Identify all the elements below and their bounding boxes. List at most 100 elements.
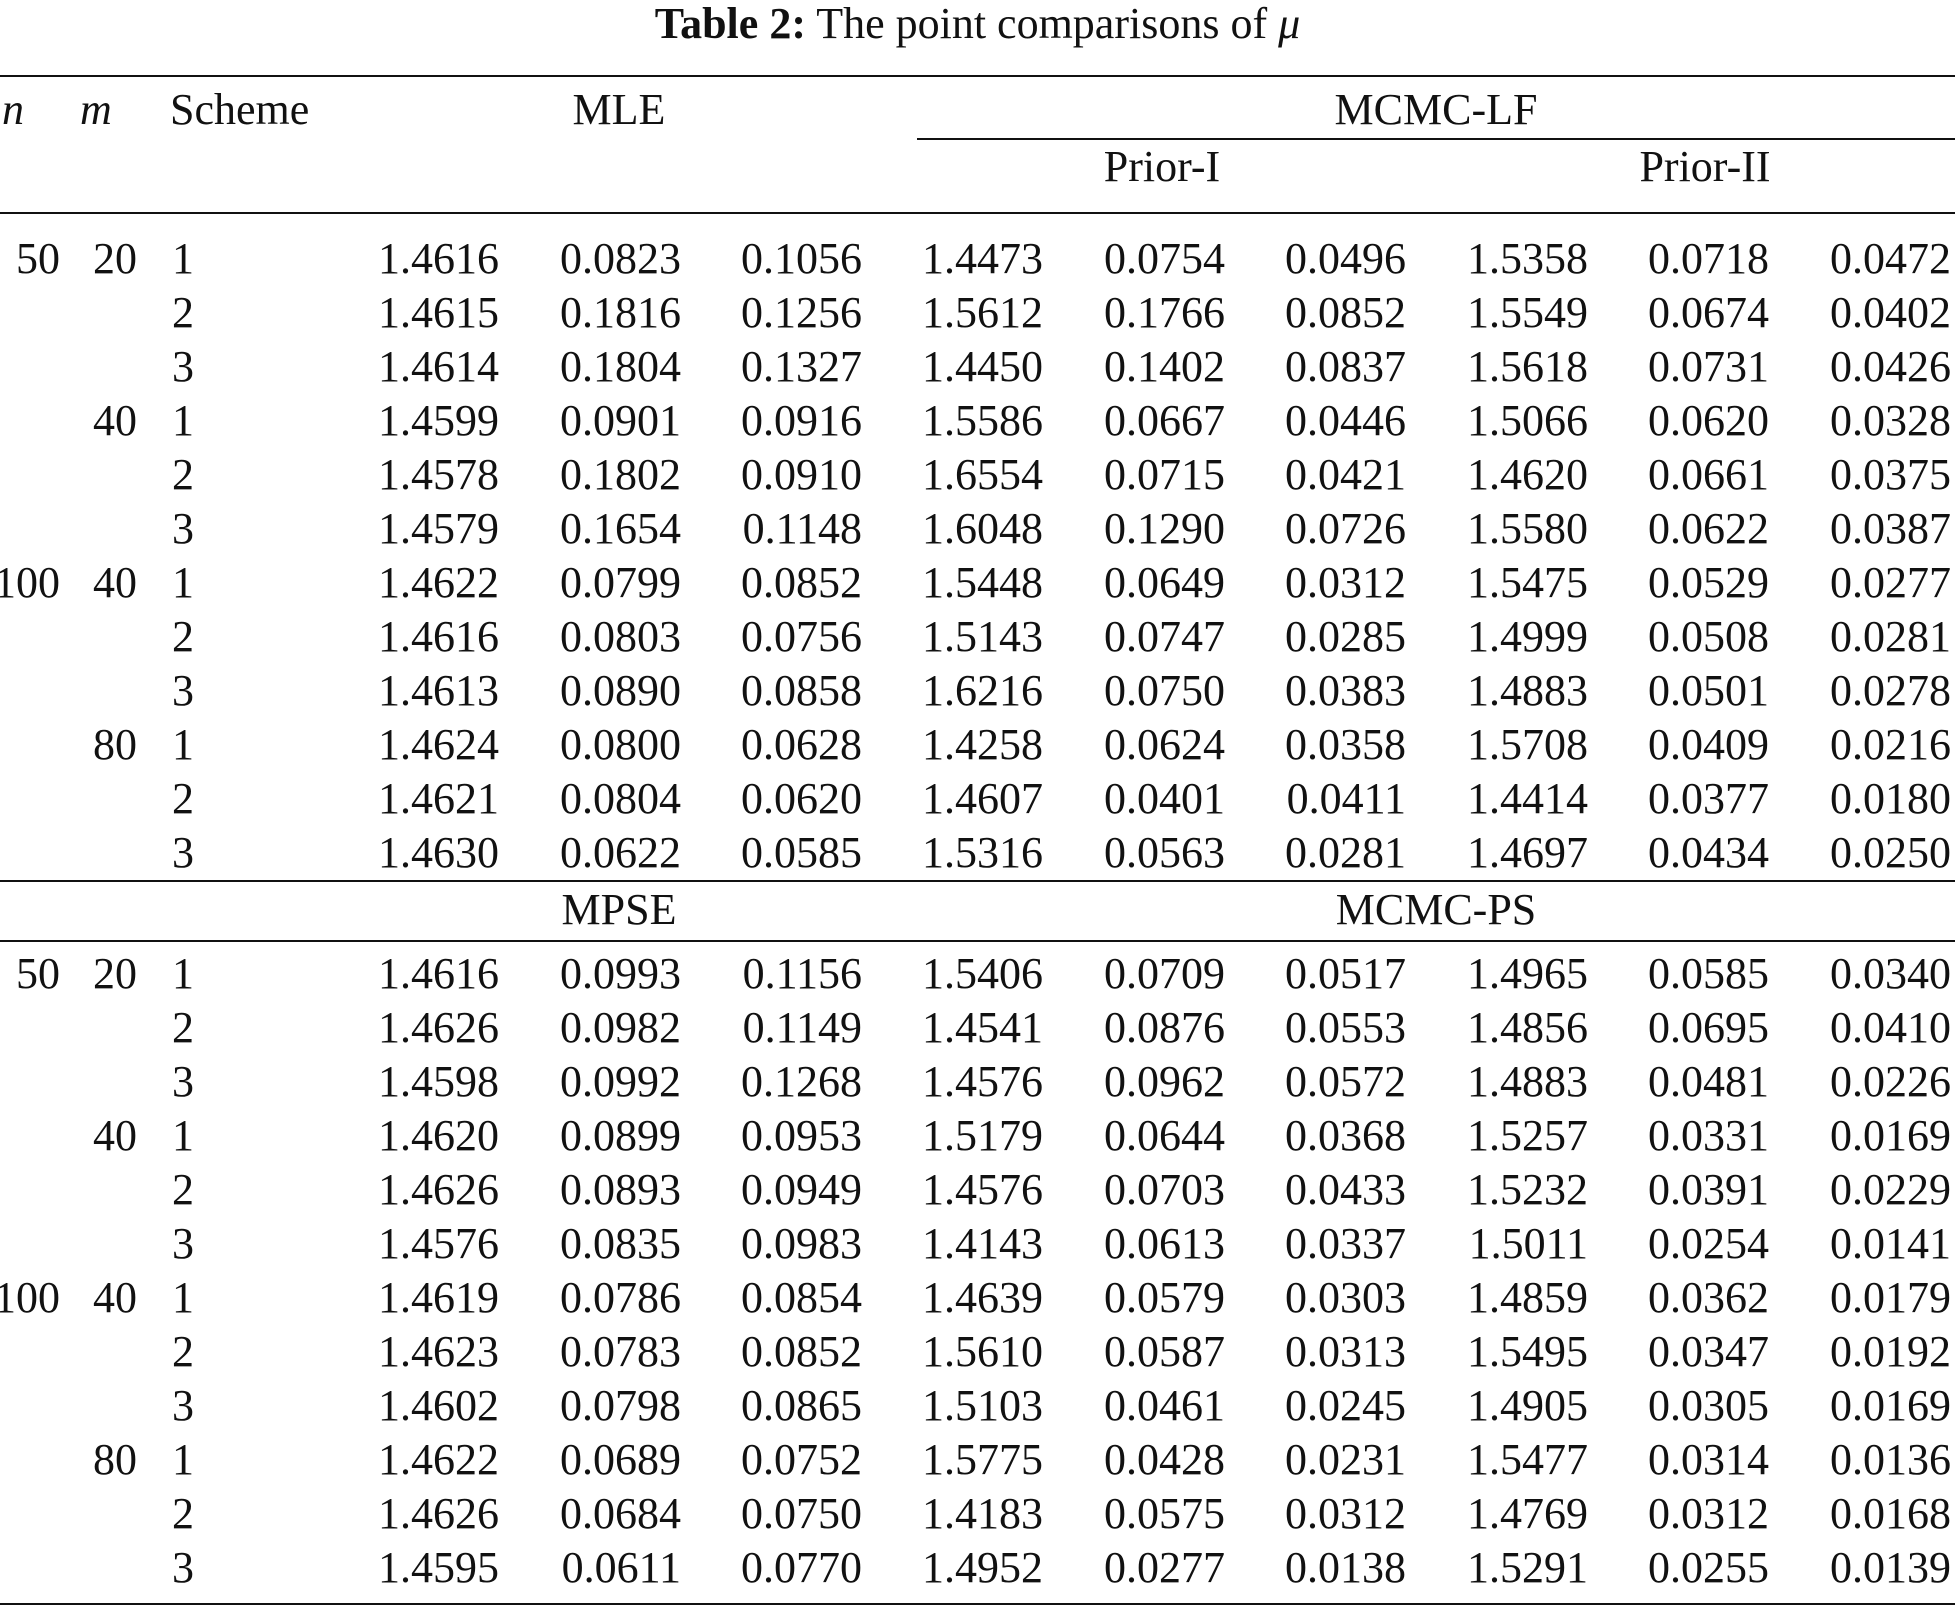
header-mcmc-ps: MCMC-PS (1335, 885, 1537, 934)
cell-value: 0.1268 (741, 1057, 862, 1106)
cell-value: 0.0340 (1830, 949, 1951, 998)
cell-value: 1.4905 (1467, 1381, 1588, 1430)
cell-scheme: 1 (172, 720, 194, 769)
cell-value: 1.4621 (378, 774, 499, 823)
cell-value: 1.4414 (1467, 774, 1588, 823)
cell-value: 0.0798 (560, 1381, 681, 1430)
cell-value: 1.4622 (378, 1435, 499, 1484)
cell-value: 0.1802 (560, 450, 681, 499)
cell-value: 0.0255 (1648, 1543, 1769, 1592)
cell-scheme: 3 (172, 1543, 194, 1592)
cell-value: 0.0337 (1285, 1219, 1406, 1268)
cell-value: 0.0328 (1830, 396, 1951, 445)
cell-value: 0.0229 (1830, 1165, 1951, 1214)
cell-scheme: 1 (172, 558, 194, 607)
cell-scheme: 3 (172, 1219, 194, 1268)
cell-value: 0.0347 (1648, 1327, 1769, 1376)
cell-value: 0.0726 (1285, 504, 1406, 553)
cell-value: 1.4624 (378, 720, 499, 769)
cell-value: 1.5011 (1468, 1219, 1588, 1268)
cell-value: 0.0169 (1830, 1111, 1951, 1160)
cell-value: 0.1156 (742, 949, 862, 998)
cell-m: 40 (93, 558, 137, 607)
cell-value: 1.4620 (378, 1111, 499, 1160)
cell-value: 0.0281 (1285, 828, 1406, 877)
cell-scheme: 2 (172, 450, 194, 499)
cell-value: 0.0231 (1285, 1435, 1406, 1484)
bottom-rule (0, 1603, 1955, 1605)
cell-value: 0.0783 (560, 1327, 681, 1376)
cell-value: 0.0391 (1648, 1165, 1769, 1214)
cell-value: 0.0854 (741, 1273, 862, 1322)
cell-value: 1.4626 (378, 1003, 499, 1052)
cell-value: 0.0804 (560, 774, 681, 823)
cell-value: 0.0620 (1648, 396, 1769, 445)
cell-value: 1.4450 (922, 342, 1043, 391)
cell-value: 0.0245 (1285, 1381, 1406, 1430)
cell-value: 1.4697 (1467, 828, 1588, 877)
cell-value: 0.0754 (1104, 234, 1225, 283)
cell-value: 1.5406 (922, 949, 1043, 998)
cell-value: 0.0899 (560, 1111, 681, 1160)
cell-value: 1.4613 (378, 666, 499, 715)
cell-value: 0.1290 (1104, 504, 1225, 553)
cell-scheme: 1 (172, 1273, 194, 1322)
cell-scheme: 1 (172, 396, 194, 445)
cell-value: 0.0613 (1104, 1219, 1225, 1268)
cell-value: 0.0501 (1648, 666, 1769, 715)
cell-value: 1.5475 (1467, 558, 1588, 607)
cell-value: 0.0731 (1648, 342, 1769, 391)
cell-scheme: 3 (172, 828, 194, 877)
cell-value: 1.5549 (1467, 288, 1588, 337)
cell-m: 80 (93, 720, 137, 769)
cell-value: 0.0718 (1648, 234, 1769, 283)
cell-value: 0.0674 (1648, 288, 1769, 337)
cell-value: 0.0628 (741, 720, 862, 769)
cell-value: 0.0910 (741, 450, 862, 499)
cell-value: 1.4616 (378, 949, 499, 998)
cell-value: 0.0312 (1285, 1489, 1406, 1538)
cell-m: 20 (93, 234, 137, 283)
cell-value: 0.0661 (1648, 450, 1769, 499)
cell-value: 1.5232 (1467, 1165, 1588, 1214)
cell-value: 0.0168 (1830, 1489, 1951, 1538)
cell-value: 1.5291 (1467, 1543, 1588, 1592)
cell-value: 1.5103 (922, 1381, 1043, 1430)
cell-value: 0.0277 (1830, 558, 1951, 607)
cell-value: 0.0684 (560, 1489, 681, 1538)
cell-scheme: 2 (172, 1165, 194, 1214)
cell-value: 1.4602 (378, 1381, 499, 1430)
header-bottom-rule (0, 212, 1955, 214)
cell-value: 1.4883 (1467, 666, 1588, 715)
cell-value: 1.4576 (922, 1057, 1043, 1106)
cell-m: 40 (93, 396, 137, 445)
caption-symbol: μ (1278, 0, 1301, 48)
cell-value: 0.0585 (741, 828, 862, 877)
cell-value: 0.0303 (1285, 1273, 1406, 1322)
header-m: m (80, 85, 112, 134)
cell-value: 0.0703 (1104, 1165, 1225, 1214)
cell-value: 0.0667 (1104, 396, 1225, 445)
cell-n: 50 (16, 949, 60, 998)
cell-value: 1.4626 (378, 1489, 499, 1538)
cell-value: 0.0428 (1104, 1435, 1225, 1484)
cell-value: 0.0529 (1648, 558, 1769, 607)
cell-value: 0.0254 (1648, 1219, 1769, 1268)
cell-value: 1.5708 (1467, 720, 1588, 769)
cell-value: 0.0402 (1830, 288, 1951, 337)
cell-value: 0.0508 (1648, 612, 1769, 661)
cell-scheme: 3 (172, 666, 194, 715)
cell-value: 0.0644 (1104, 1111, 1225, 1160)
cell-value: 0.0803 (560, 612, 681, 661)
cell-value: 0.0770 (741, 1543, 862, 1592)
cell-scheme: 1 (172, 1111, 194, 1160)
cell-value: 0.1256 (741, 288, 862, 337)
caption-label: Table 2: (654, 0, 806, 48)
caption-text: The point comparisons of (816, 0, 1268, 48)
cell-value: 1.4623 (378, 1327, 499, 1376)
cell-value: 1.4576 (378, 1219, 499, 1268)
cell-value: 0.0138 (1285, 1543, 1406, 1592)
cell-m: 40 (93, 1111, 137, 1160)
cell-value: 0.1654 (560, 504, 681, 553)
cell-value: 1.4859 (1467, 1273, 1588, 1322)
